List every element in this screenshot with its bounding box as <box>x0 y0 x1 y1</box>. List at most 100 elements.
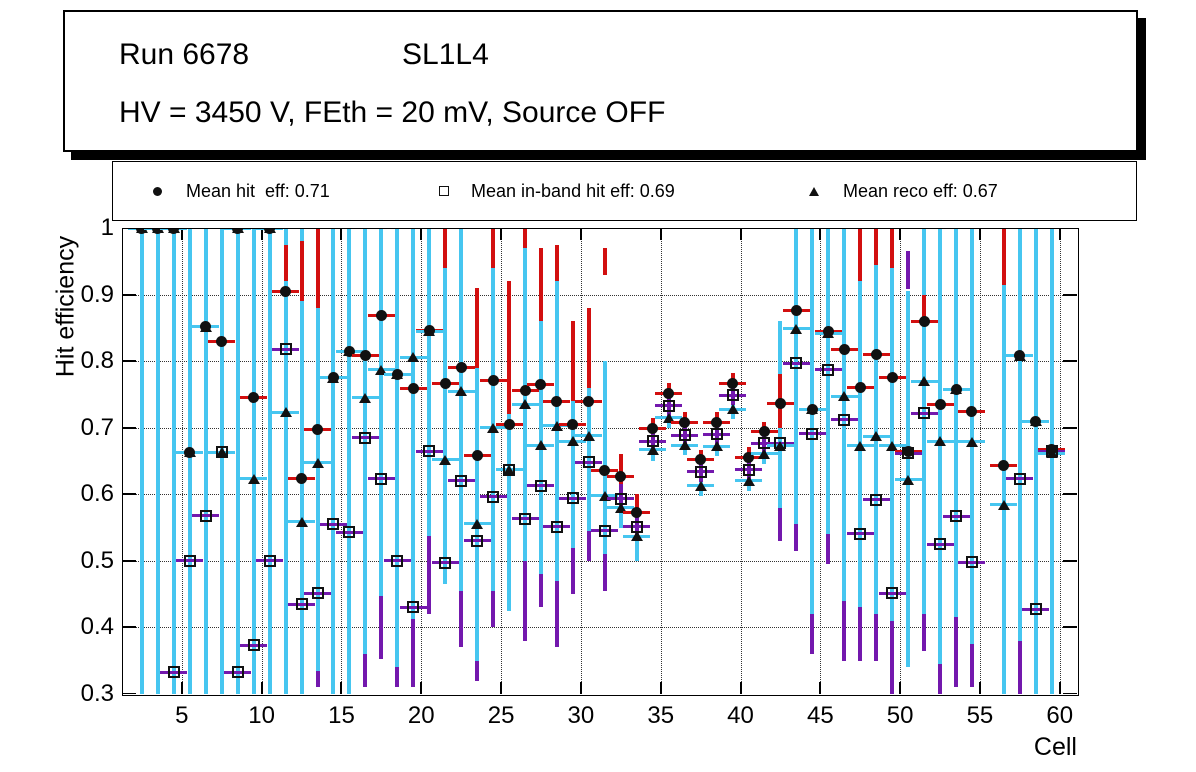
y-gridline <box>122 294 1077 296</box>
hit-marker-cell-47 <box>838 344 850 356</box>
inband-xerr-cell-54 <box>942 514 970 518</box>
reco-error-line-cell-8 <box>219 228 224 694</box>
hit-error-line-cell-31 <box>586 307 591 388</box>
reco-marker-cell-41 <box>742 475 755 486</box>
reco-marker-cell-10 <box>247 473 260 484</box>
x-tick-bottom <box>739 682 742 694</box>
inband-marker-cell-25 <box>487 490 500 503</box>
inband-xerr-cell-14 <box>304 591 332 595</box>
legend-label-inband: Mean in-band hit eff: 0.69 <box>471 180 675 201</box>
hit-marker-cell-54 <box>950 383 962 395</box>
inband-marker-cell-23 <box>455 474 468 487</box>
reco-error-line-cell-12 <box>283 228 288 694</box>
hit-error-line-cell-27 <box>523 228 528 248</box>
hit-marker-cell-40 <box>727 377 739 389</box>
reco-marker-cell-47 <box>838 391 851 402</box>
inband-xerr-cell-46 <box>814 368 842 372</box>
hit-marker-cell-8 <box>216 335 228 347</box>
y-tick-right <box>1063 293 1077 296</box>
hit-error-line-cell-50 <box>890 228 895 268</box>
hit-marker-cell-50 <box>886 371 898 383</box>
inband-xerr-cell-31 <box>575 460 603 464</box>
inband-error-line-cell-46 <box>826 534 831 565</box>
inband-marker-cell-31 <box>582 456 595 469</box>
reco-error-line-cell-53 <box>938 228 943 665</box>
reco-marker-cell-40 <box>726 404 739 415</box>
y-tick-right <box>1063 426 1077 429</box>
hit-error-line-cell-48 <box>858 228 863 282</box>
title-pave: Run 6678 SL1L4 HV = 3450 V, FEth = 20 mV… <box>63 10 1138 152</box>
reco-marker-cell-34 <box>630 531 643 542</box>
reco-error-line-cell-24 <box>475 367 480 661</box>
inband-xerr-cell-15 <box>319 522 347 526</box>
x-gridline <box>740 228 742 694</box>
hit-marker-cell-57 <box>998 460 1010 472</box>
inband-xerr-cell-40 <box>719 393 747 397</box>
y-tick-right <box>1063 626 1077 629</box>
inband-xerr-cell-30 <box>559 496 587 500</box>
inband-xerr-cell-34 <box>623 525 651 529</box>
run-title: Run 6678 <box>119 38 250 71</box>
legend-label-hit: Mean hit eff: 0.71 <box>186 180 330 201</box>
reco-error-line-cell-20 <box>411 228 416 620</box>
reco-marker-cell-30 <box>566 436 579 447</box>
inband-xerr-cell-50 <box>878 591 906 595</box>
inband-xerr-cell-7 <box>192 514 220 518</box>
reco-error-line-cell-14 <box>315 228 320 671</box>
inband-marker-cell-27 <box>519 512 532 525</box>
inband-xerr-cell-36 <box>655 404 683 408</box>
y-gridline <box>122 427 1077 429</box>
inband-error-line-cell-54 <box>954 617 958 688</box>
inband-marker-cell-51 <box>902 447 915 459</box>
reco-marker-cell-23 <box>455 386 468 397</box>
reco-marker-cell-20 <box>407 352 420 363</box>
x-gridline <box>660 228 662 694</box>
hit-marker-cell-58 <box>1014 350 1026 362</box>
x-tick-bottom <box>260 682 263 694</box>
inband-marker-cell-53 <box>934 538 947 551</box>
inband-error-line-cell-19 <box>395 667 400 688</box>
inband-marker-cell-41 <box>742 463 755 476</box>
reco-marker-cell-25 <box>487 422 500 433</box>
inband-error-line-cell-49 <box>874 614 879 661</box>
hit-marker-cell-9 <box>232 228 244 234</box>
inband-xerr-cell-37 <box>671 433 699 437</box>
x-tick-bottom <box>819 682 822 694</box>
inband-marker-cell-52 <box>918 407 931 420</box>
inband-marker-cell-33 <box>614 492 627 505</box>
y-tick-left <box>122 426 136 429</box>
y-tick-left <box>122 626 136 629</box>
reco-error-line-cell-44 <box>794 228 799 525</box>
x-tick-label: 30 <box>567 702 595 729</box>
inband-error-line-cell-28 <box>538 574 543 608</box>
reco-error-line-cell-16 <box>347 228 352 694</box>
inband-marker-cell-10 <box>247 639 260 652</box>
inband-xerr-cell-17 <box>351 436 379 440</box>
reco-error-line-cell-22 <box>443 267 448 585</box>
hit-marker-cell-36 <box>663 387 675 399</box>
reco-marker-cell-52 <box>918 376 931 387</box>
hit-error-line-cell-52 <box>922 294 927 318</box>
inband-marker-cell-8 <box>215 446 228 459</box>
x-tick-bottom <box>978 682 981 694</box>
x-tick-top <box>659 228 662 240</box>
reco-marker-cell-12 <box>279 407 292 418</box>
inband-error-line-cell-50 <box>890 620 895 694</box>
reco-error-line-cell-3 <box>139 228 144 694</box>
inband-error-line-cell-21 <box>427 535 432 615</box>
inband-marker-cell-17 <box>359 431 372 444</box>
hit-marker-cell-38 <box>695 454 707 466</box>
inband-xerr-cell-24 <box>463 539 491 543</box>
reco-error-line-cell-17 <box>363 228 368 655</box>
inband-xerr-cell-9 <box>224 670 252 674</box>
legend-item-hit: Mean hit eff: 0.71 <box>153 162 330 220</box>
y-tick-right <box>1063 493 1077 496</box>
y-tick-label: 0.6 <box>80 480 114 508</box>
reco-marker-cell-39 <box>710 441 723 452</box>
hit-error-line-cell-24 <box>475 287 480 368</box>
y-tick-right <box>1063 559 1077 562</box>
inband-xerr-cell-44 <box>782 361 810 365</box>
reco-error-line-cell-31 <box>586 307 591 541</box>
hit-marker-cell-19 <box>391 368 403 380</box>
y-tick-right <box>1063 228 1077 229</box>
